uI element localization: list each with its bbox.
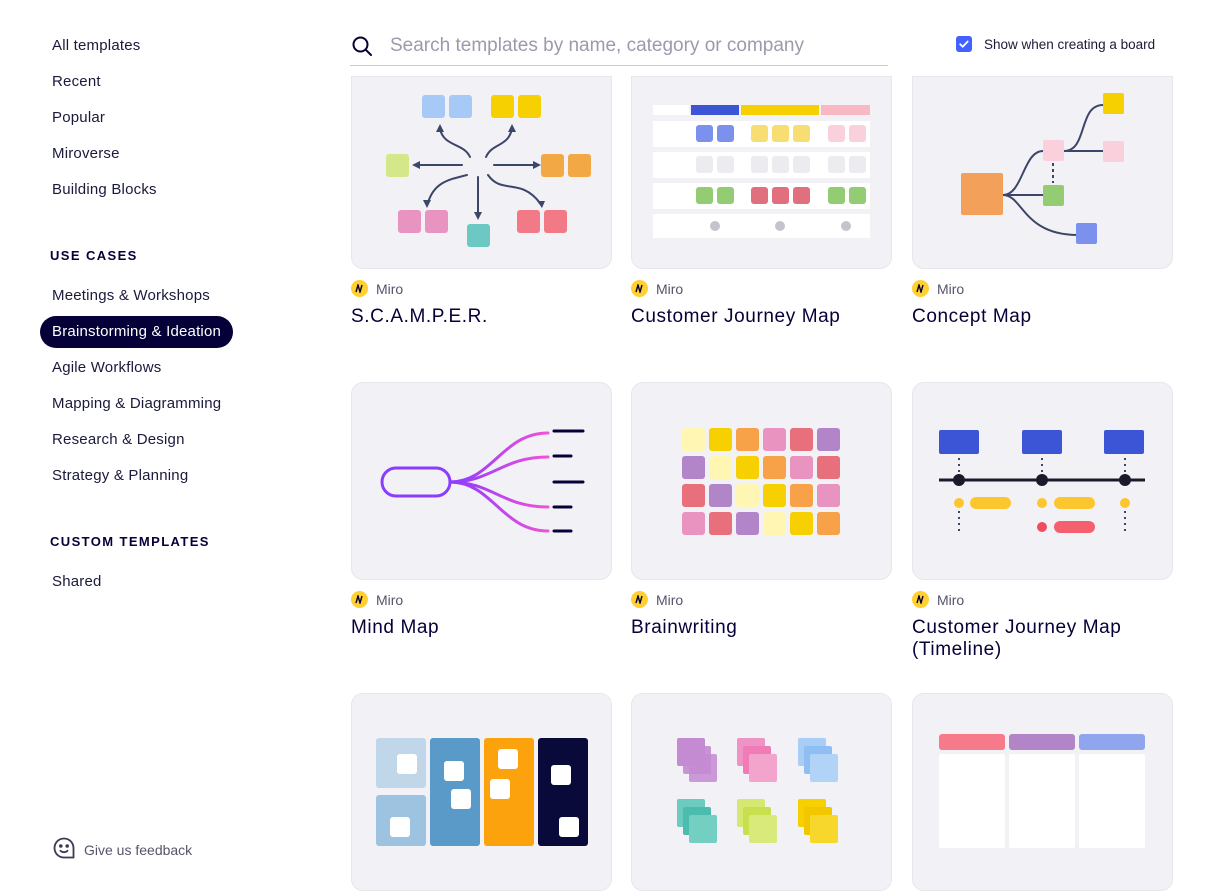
template-author: Miro (912, 591, 964, 608)
nav-shared[interactable]: Shared (52, 573, 102, 590)
nav-all-templates[interactable]: All templates (52, 37, 141, 54)
template-thumbnail-concept-map[interactable] (912, 76, 1173, 269)
nav-research-design[interactable]: Research & Design (52, 431, 185, 448)
miro-logo-icon (351, 280, 368, 297)
nav-meetings-workshops[interactable]: Meetings & Workshops (52, 287, 210, 304)
use-cases-heading: USE CASES (50, 248, 138, 263)
template-title[interactable]: S.C.A.M.P.E.R. (351, 306, 488, 327)
template-thumbnail-columns[interactable] (912, 693, 1173, 891)
template-title[interactable]: Mind Map (351, 617, 440, 638)
miro-logo-icon (351, 591, 368, 608)
nav-miroverse[interactable]: Miroverse (52, 145, 120, 162)
template-thumbnail-affinity[interactable] (631, 693, 892, 891)
miro-logo-icon (631, 280, 648, 297)
template-title[interactable]: Customer Journey Map (631, 306, 841, 327)
nav-mapping-diagramming[interactable]: Mapping & Diagramming (52, 395, 222, 412)
template-author: Miro (631, 591, 683, 608)
nav-recent[interactable]: Recent (52, 73, 101, 90)
miro-logo-icon (631, 591, 648, 608)
search-icon (350, 34, 374, 58)
template-title[interactable]: Brainwriting (631, 617, 738, 638)
search-input[interactable] (390, 34, 870, 57)
template-author-name: Miro (656, 280, 684, 297)
miro-logo-icon (912, 280, 929, 297)
template-author: Miro (351, 591, 403, 608)
show-when-creating-checkbox[interactable] (956, 36, 972, 52)
feedback-label: Give us feedback (84, 841, 193, 858)
template-author-name: Miro (376, 280, 404, 297)
show-when-creating-label: Show when creating a board (984, 36, 1156, 52)
miro-logo-icon (912, 591, 929, 608)
nav-agile-workflows[interactable]: Agile Workflows (52, 359, 162, 376)
template-author-name: Miro (656, 591, 684, 608)
nav-brainstorming-ideation[interactable]: Brainstorming & Ideation (40, 316, 234, 348)
template-thumbnail-mind-map[interactable] (351, 382, 612, 580)
template-title[interactable]: Customer Journey Map (Timeline) (912, 617, 1122, 660)
template-author: Miro (351, 280, 403, 297)
template-thumbnail-scamper[interactable] (351, 76, 612, 269)
template-thumbnail-kanban[interactable] (351, 693, 612, 891)
feedback-button[interactable]: Give us feedback (52, 836, 192, 863)
sidebar: All templates Recent Popular Miroverse B… (0, 0, 320, 896)
show-when-creating-toggle[interactable]: Show when creating a board (956, 36, 1155, 52)
custom-templates-heading: CUSTOM TEMPLATES (50, 534, 210, 549)
smiley-icon (52, 836, 76, 863)
template-author: Miro (631, 280, 683, 297)
template-author: Miro (912, 280, 964, 297)
search-bar (350, 26, 888, 66)
checkmark-icon (959, 40, 969, 48)
nav-strategy-planning[interactable]: Strategy & Planning (52, 467, 189, 484)
template-author-name: Miro (937, 280, 965, 297)
template-author-name: Miro (376, 591, 404, 608)
template-author-name: Miro (937, 591, 965, 608)
nav-popular[interactable]: Popular (52, 109, 106, 126)
template-thumbnail-brainwriting[interactable] (631, 382, 892, 580)
nav-building-blocks[interactable]: Building Blocks (52, 181, 157, 198)
template-thumbnail-customer-journey-map[interactable] (631, 76, 892, 269)
template-title[interactable]: Concept Map (912, 306, 1032, 327)
template-thumbnail-customer-journey-map-timeline[interactable] (912, 382, 1173, 580)
